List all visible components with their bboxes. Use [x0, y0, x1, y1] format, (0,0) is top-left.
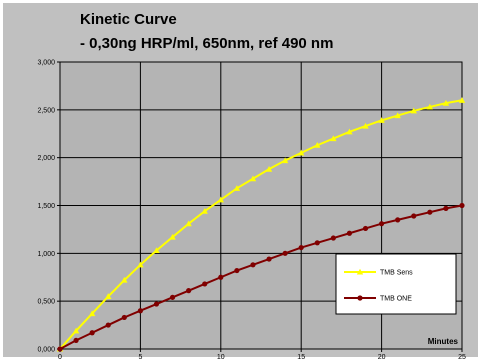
data-point: [443, 205, 449, 211]
data-point: [411, 213, 417, 219]
data-point: [442, 99, 450, 106]
data-point: [314, 142, 321, 148]
y-tick-label: 2,500: [37, 107, 55, 114]
data-point: [378, 117, 385, 123]
data-point: [121, 314, 127, 321]
data-point: [57, 346, 63, 352]
legend-marker: [357, 295, 363, 301]
data-point: [89, 330, 95, 336]
data-point: [314, 240, 320, 246]
data-point: [298, 244, 304, 251]
y-tick-label: 0,500: [37, 299, 55, 306]
data-point: [265, 165, 273, 172]
data-point: [137, 308, 143, 314]
data-point: [73, 337, 79, 343]
chart-title-line1: Kinetic Curve: [80, 11, 177, 28]
data-point: [282, 250, 288, 256]
data-point: [217, 196, 224, 203]
data-point: [330, 235, 336, 241]
data-point: [153, 247, 160, 254]
data-point: [72, 327, 80, 334]
legend-item: TMB ONE: [344, 295, 412, 303]
y-tick-label: 1,000: [37, 251, 55, 258]
y-tick-label: 1,500: [37, 203, 55, 210]
data-point: [186, 288, 192, 294]
data-point: [121, 276, 128, 283]
data-point: [218, 274, 224, 280]
data-point: [298, 149, 305, 156]
data-point: [427, 209, 433, 215]
data-point: [395, 217, 401, 223]
data-point: [234, 267, 240, 274]
x-tick-label: 0: [58, 354, 62, 360]
data-point: [346, 128, 353, 135]
data-point: [330, 135, 337, 142]
x-tick-label: 20: [378, 354, 386, 360]
data-point: [137, 261, 144, 268]
x-tick-label: 5: [138, 354, 142, 360]
legend-box: [335, 253, 457, 315]
data-point: [426, 103, 434, 110]
legend-label: TMB ONE: [380, 296, 412, 303]
axes: 0,000 0,500 1,000 1,500 2,000 2,500 3,000 0 5 10 1…: [37, 60, 466, 360]
x-tick-label: 10: [217, 354, 225, 360]
series-layer: [56, 97, 466, 352]
data-point: [266, 256, 272, 262]
data-point: [362, 122, 369, 129]
data-point: [459, 202, 465, 209]
data-point: [105, 322, 111, 328]
chart-title-line2: - 0,30ng HRP/ml, 650nm, ref 490 nm: [80, 35, 333, 52]
legend-item: TMB Sens: [344, 268, 413, 277]
x-tick-label: 15: [297, 354, 305, 360]
series-line: [59, 204, 463, 350]
legend-marker: [356, 268, 364, 275]
data-point: [169, 233, 176, 240]
data-point: [410, 107, 417, 114]
data-point: [458, 97, 466, 103]
data-point: [394, 112, 401, 119]
data-point: [346, 230, 353, 236]
data-point: [201, 208, 208, 214]
y-tick-label: 2,000: [37, 155, 55, 162]
legend-label: TMB Sens: [380, 270, 413, 277]
data-point: [169, 294, 176, 300]
data-point: [88, 310, 96, 317]
data-point: [379, 221, 385, 227]
data-point: [153, 301, 160, 307]
gridlines: [60, 62, 462, 349]
data-point: [362, 225, 369, 232]
series-tmb-one: [57, 202, 465, 352]
data-point: [250, 262, 256, 268]
series-tmb-sens: [56, 97, 466, 352]
y-tick-label: 3,000: [37, 60, 55, 67]
data-point: [281, 157, 289, 164]
series-line: [59, 99, 463, 350]
data-point: [249, 175, 257, 182]
x-tick-label: 25: [458, 354, 466, 360]
legend: TMB Sens TMB ONE: [335, 253, 457, 315]
data-point: [233, 185, 241, 191]
data-point: [105, 293, 112, 299]
data-point: [185, 220, 192, 227]
y-tick-label: 0,000: [37, 347, 55, 354]
x-axis-title: Minutes: [428, 337, 459, 346]
data-point: [202, 281, 208, 287]
